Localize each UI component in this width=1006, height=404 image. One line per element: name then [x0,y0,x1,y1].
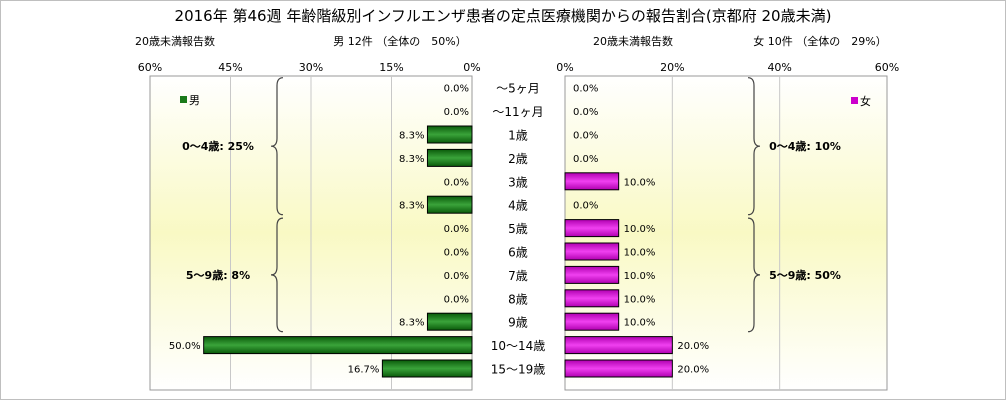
male-bar [426,125,473,144]
male-value-label: 0.0% [444,248,469,259]
category-label: ～11ヶ月 [492,105,543,119]
male-value-label: 50.0% [169,341,201,352]
female-value-label: 0.0% [573,201,598,212]
male-bar [426,148,473,167]
female-value-label: 10.0% [624,248,656,259]
category-label: 2歳 [508,152,528,166]
male-bar [381,359,473,378]
category-label: 5歳 [508,222,528,236]
female-value-label: 0.0% [573,131,598,142]
category-label: 10～14歳 [491,339,546,353]
female-bar [564,289,620,308]
male-tick-label: 60% [138,61,162,74]
female-value-label: 0.0% [573,107,598,118]
category-label: 3歳 [508,175,528,189]
male-value-label: 8.3% [399,318,424,329]
male-tick-label: 0% [463,61,480,74]
male-tick-label: 45% [218,61,242,74]
male-group-label: 0～4歳: 25% [182,139,254,153]
female-value-label: 10.0% [624,318,656,329]
female-header-left: 20歳未満報告数 [593,35,673,48]
female-value-label: 10.0% [624,294,656,305]
female-bar [564,172,620,191]
female-value-label: 0.0% [573,84,598,95]
category-label: 15～19歳 [491,363,546,377]
category-label: 9歳 [508,316,528,330]
male-header-left: 20歳未満報告数 [135,35,215,48]
female-bar [564,312,620,331]
category-label: 7歳 [508,269,528,283]
female-header-center: 女 10件 （全体の 29%） [753,34,886,48]
female-legend-swatch [851,97,858,104]
female-bar [564,359,673,378]
female-bar [564,265,620,284]
male-value-label: 16.7% [348,365,380,376]
female-group-label: 0～4歳: 10% [769,139,841,153]
female-tick-label: 60% [875,61,899,74]
female-value-label: 10.0% [624,224,656,235]
male-value-label: 8.3% [399,201,424,212]
male-group-label: 5～9歳: 8% [186,268,250,282]
female-bar [564,219,620,238]
category-label: ～5ヶ月 [496,82,540,96]
male-bar [203,336,473,355]
male-value-label: 0.0% [444,294,469,305]
female-value-label: 10.0% [624,177,656,188]
male-legend-label: 男 [189,94,200,107]
male-group-brace [270,77,284,216]
male-header-center: 男 12件 （全体の 50%） [333,34,466,48]
female-group-brace [747,77,761,216]
male-legend-swatch [180,96,187,103]
female-bar [564,336,673,355]
female-group-label: 5～9歳: 50% [769,268,841,282]
female-value-label: 20.0% [677,365,709,376]
male-value-label: 0.0% [444,224,469,235]
male-group-brace [270,217,284,333]
male-bar [426,195,473,214]
female-value-label: 0.0% [573,154,598,165]
female-tick-label: 0% [556,61,573,74]
category-label: 8歳 [508,292,528,306]
chart-title: 2016年 第46週 年齢階級別インフルエンザ患者の定点医療機関からの報告割合(… [175,7,832,25]
female-value-label: 10.0% [624,271,656,282]
female-legend-label: 女 [860,94,871,108]
male-value-label: 8.3% [399,154,424,165]
male-tick-label: 15% [379,61,403,74]
category-label: 4歳 [508,199,528,213]
male-tick-label: 30% [299,61,323,74]
female-bar [564,242,620,261]
category-label: 1歳 [508,129,528,143]
male-value-label: 8.3% [399,131,424,142]
male-value-label: 0.0% [444,107,469,118]
male-value-label: 0.0% [444,177,469,188]
female-value-label: 20.0% [677,341,709,352]
category-label: 6歳 [508,246,528,260]
female-group-brace [747,217,761,333]
male-value-label: 0.0% [444,271,469,282]
male-value-label: 0.0% [444,84,469,95]
male-bar [426,312,473,331]
female-tick-label: 40% [767,61,791,74]
female-tick-label: 20% [660,61,684,74]
